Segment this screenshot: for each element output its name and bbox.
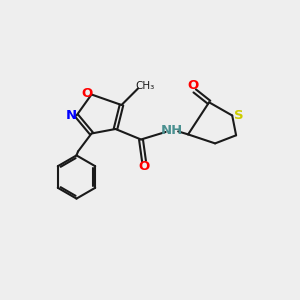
Text: NH: NH [161,124,183,137]
Text: N: N [65,109,77,122]
Text: O: O [138,160,150,173]
Text: CH₃: CH₃ [135,80,154,91]
Text: O: O [81,86,93,100]
Text: S: S [234,109,244,122]
Text: O: O [188,79,199,92]
